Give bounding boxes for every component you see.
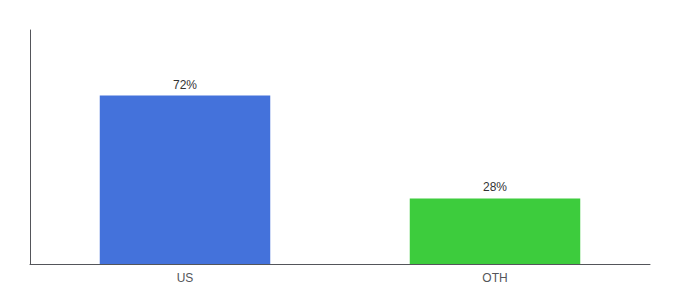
svg-text:US: US (177, 271, 194, 285)
svg-text:28%: 28% (483, 180, 507, 194)
svg-text:72%: 72% (173, 78, 197, 92)
svg-text:OTH: OTH (482, 271, 507, 285)
